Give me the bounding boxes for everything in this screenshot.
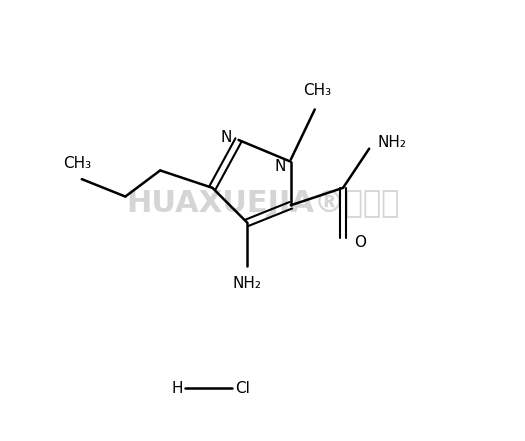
Text: H: H — [172, 381, 183, 396]
Text: CH₃: CH₃ — [303, 83, 331, 98]
Text: NH₂: NH₂ — [378, 135, 407, 149]
Text: N: N — [220, 130, 232, 145]
Text: O: O — [354, 235, 366, 250]
Text: N: N — [274, 159, 286, 174]
Text: CH₃: CH₃ — [64, 156, 91, 171]
Text: Cl: Cl — [236, 381, 250, 396]
Text: HUAXUEJIA®化学加: HUAXUEJIA®化学加 — [126, 189, 399, 217]
Text: NH₂: NH₂ — [233, 276, 262, 291]
